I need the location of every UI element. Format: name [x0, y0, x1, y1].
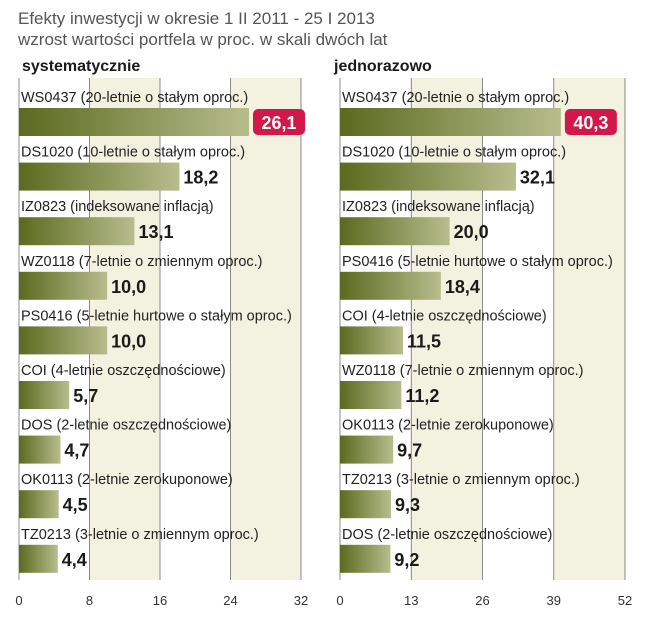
value-label: 20,0 [454, 222, 489, 242]
value-label: 5,7 [73, 386, 98, 406]
category-label: DS1020 (10-letnie o stałym oproc.) [21, 145, 245, 161]
value-highlight-box [564, 109, 617, 135]
category-label: COI (4-letnie oszczędnościowe) [342, 308, 547, 324]
value-label: 18,2 [183, 168, 218, 188]
bar [19, 544, 58, 573]
panel-title: systematycznie [22, 58, 140, 75]
category-label: PS0416 (5-letnie hurtowe o stałym oproc.… [342, 254, 613, 270]
category-label: OK0113 (2-letnie zerokuponowe) [342, 418, 554, 434]
grid-band [230, 78, 301, 580]
category-label: TZ0213 (3-letnie o zmiennym oproc.) [342, 472, 580, 488]
x-tick-label: 16 [153, 593, 167, 608]
grid-band [411, 78, 483, 580]
value-label: 40,3 [573, 113, 608, 133]
value-label: 32,1 [520, 168, 555, 188]
value-label: 11,5 [407, 331, 441, 351]
bar [19, 162, 180, 191]
bar [340, 490, 391, 519]
bar [340, 435, 394, 464]
bar [19, 490, 59, 519]
x-tick-label: 24 [223, 593, 237, 608]
bar [340, 217, 450, 246]
bar [340, 381, 402, 409]
bar [340, 326, 404, 355]
value-label: 10,0 [111, 331, 146, 351]
x-tick-label: 26 [475, 593, 489, 608]
category-label: IZ0823 (indeksowane inflacją) [342, 199, 535, 215]
x-tick-label: 0 [15, 593, 22, 608]
value-highlight-box [253, 109, 306, 135]
category-label: DS1020 (10-letnie o stałym oproc.) [342, 145, 566, 161]
chart-subtitle: wzrost wartości portfela w proc. w skali… [18, 30, 388, 49]
category-label: COI (4-letnie oszczędnościowe) [21, 363, 226, 379]
bar [340, 544, 391, 573]
category-label: TZ0213 (3-letnie o zmiennym oproc.) [21, 527, 259, 543]
category-label: PS0416 (5-letnie hurtowe o stałym oproc.… [21, 308, 292, 324]
category-label: WS0437 (20-letnie o stałym oproc.) [21, 90, 248, 106]
x-tick-label: 8 [86, 593, 93, 608]
chart-title: Efekty inwestycji w okresie 1 II 2011 - … [18, 9, 375, 28]
category-label: WS0437 (20-letnie o stałym oproc.) [342, 90, 569, 106]
value-label: 4,7 [64, 441, 89, 461]
x-tick-label: 32 [294, 593, 308, 608]
category-label: DOS (2-letnie oszczędnościowe) [21, 418, 231, 434]
x-tick-label: 39 [547, 593, 561, 608]
x-tick-label: 13 [404, 593, 418, 608]
bar [19, 108, 250, 136]
bar [19, 435, 61, 464]
x-tick-label: 0 [336, 593, 343, 608]
bar [340, 108, 561, 136]
category-label: DOS (2-letnie oszczędnościowe) [342, 527, 552, 543]
value-label: 18,4 [445, 277, 480, 297]
panel-title: jednorazowo [333, 58, 432, 75]
value-label: 26,1 [261, 113, 296, 133]
bar [19, 271, 108, 300]
bar [19, 381, 70, 409]
value-label: 4,5 [63, 495, 88, 515]
grid-band [553, 78, 625, 580]
value-label: 9,2 [394, 550, 419, 570]
value-label: 11,2 [405, 386, 439, 406]
value-label: 4,4 [62, 550, 87, 570]
bar [19, 326, 108, 355]
value-label: 10,0 [111, 277, 146, 297]
category-label: OK0113 (2-letnie zerokuponowe) [21, 472, 233, 488]
value-label: 9,7 [397, 441, 422, 461]
value-label: 13,1 [138, 222, 173, 242]
bar [19, 217, 135, 246]
value-label: 9,3 [395, 495, 420, 515]
bar [340, 271, 441, 300]
bar [340, 162, 516, 191]
category-label: WZ0118 (7-letnie o zmiennym oproc.) [21, 254, 263, 270]
x-tick-label: 52 [618, 593, 632, 608]
category-label: WZ0118 (7-letnie o zmiennym oproc.) [342, 363, 584, 379]
category-label: IZ0823 (indeksowane inflacją) [21, 199, 214, 215]
